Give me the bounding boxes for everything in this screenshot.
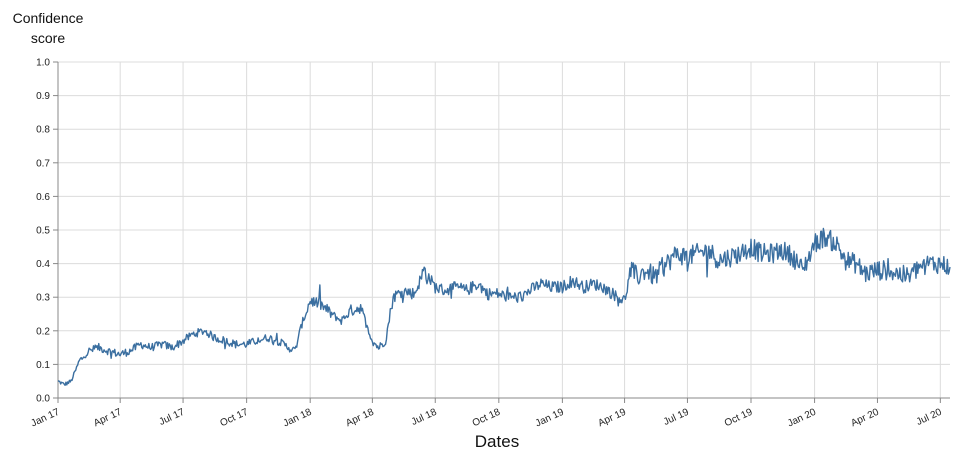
y-tick-label: 0.1 (36, 360, 50, 371)
y-tick-label: 0.9 (36, 91, 50, 102)
x-tick-label: Apr 19 (596, 407, 628, 430)
x-axis-ticks: Jan 17 Apr 17 Jul 17 Oct 17 Jan 18 Apr 18 Jul … (29, 398, 944, 429)
x-axis-label: Dates (475, 432, 519, 451)
y-tick-label: 0.8 (36, 125, 50, 136)
y-axis-label-line2: score (30, 30, 66, 46)
x-tick-label: Jan 18 (282, 407, 314, 430)
y-tick-label: 0.5 (36, 226, 50, 237)
y-tick-label: 0.0 (36, 394, 50, 405)
y-axis-label-line1: Confidence (12, 10, 84, 26)
y-tick-label: 0.4 (36, 259, 50, 270)
x-tick-label: Jul 18 (410, 407, 439, 428)
x-tick-label: Apr 17 (92, 407, 124, 430)
series-line (57, 227, 951, 387)
y-tick-label: 0.3 (36, 293, 50, 304)
x-tick-label: Jul 17 (157, 407, 186, 428)
x-tick-label: Apr 20 (849, 407, 881, 430)
x-tick-label: Oct 19 (723, 407, 755, 430)
x-tick-label: Oct 17 (219, 407, 251, 430)
y-tick-label: 0.2 (36, 326, 50, 337)
x-tick-label: Jul 20 (915, 407, 944, 428)
x-tick-label: Apr 18 (344, 407, 376, 430)
chart-grid (57, 61, 950, 399)
x-tick-label: Jul 19 (662, 407, 691, 428)
y-axis-ticks: 0.0 0.1 0.2 0.3 0.4 0.5 0.6 0.7 0.8 0.9 1.0 (36, 58, 58, 405)
y-tick-label: 0.6 (36, 192, 50, 203)
y-tick-label: 0.7 (36, 158, 50, 169)
y-tick-label: 1.0 (36, 58, 50, 69)
x-tick-label: Jan 17 (29, 407, 61, 430)
y-axis-label: Confidence score (8, 8, 88, 48)
x-tick-label: Jan 20 (786, 407, 818, 430)
x-tick-label: Oct 18 (471, 407, 503, 430)
x-tick-label: Jan 19 (534, 407, 566, 430)
